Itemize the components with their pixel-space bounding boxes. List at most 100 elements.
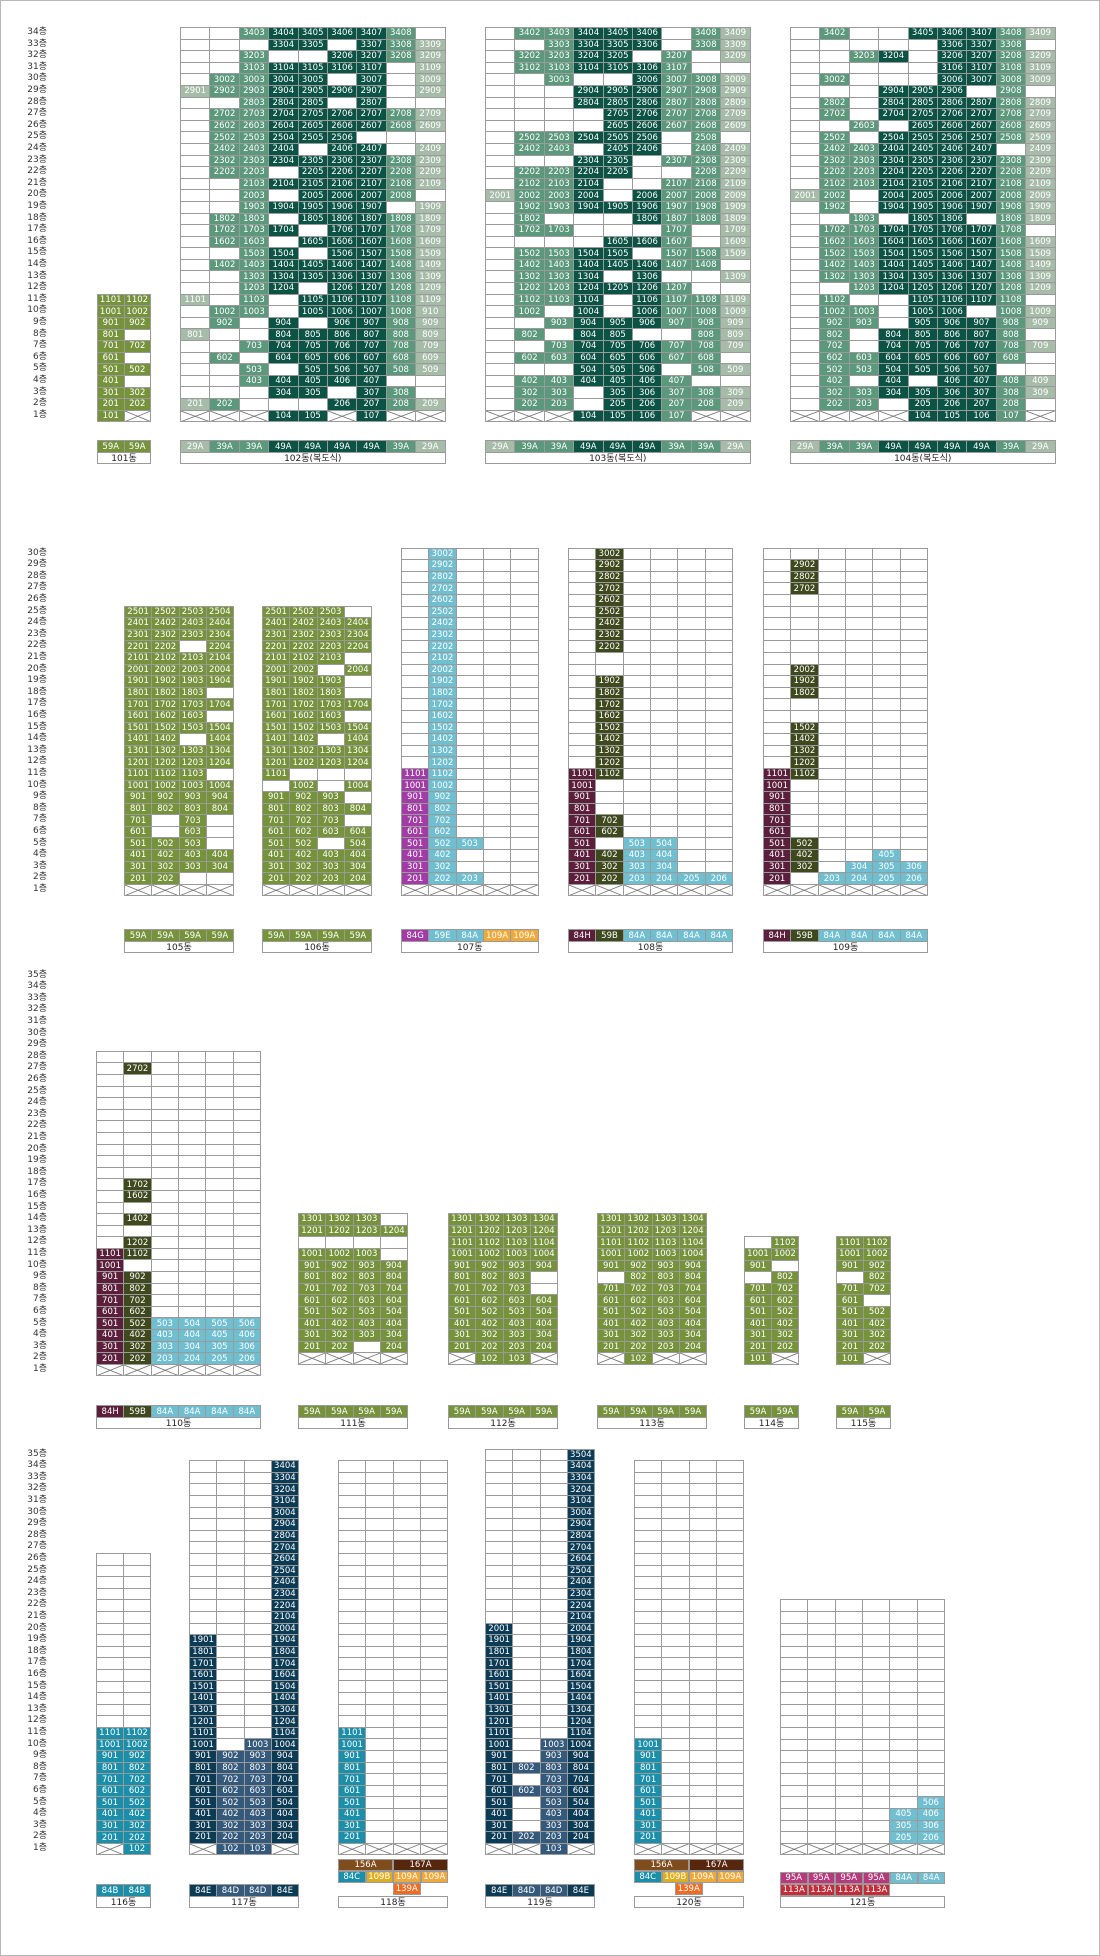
unit-cell: 204 bbox=[678, 1340, 708, 1354]
empty-cell bbox=[512, 1460, 541, 1473]
unit-cell: 401 bbox=[297, 1317, 327, 1331]
empty-cell bbox=[715, 1622, 745, 1636]
unit-cell: 402 bbox=[771, 1317, 799, 1331]
empty-cell bbox=[352, 1340, 381, 1354]
empty-cell bbox=[790, 651, 819, 665]
empty-cell bbox=[482, 559, 512, 572]
empty-cell bbox=[704, 814, 734, 827]
unit-cell: 602 bbox=[216, 1784, 245, 1798]
unit-cell: 3003 bbox=[543, 73, 575, 86]
unit-cell: 803 bbox=[502, 1271, 531, 1284]
unit-cell: 2103 bbox=[178, 651, 207, 665]
unit-cell: 603 bbox=[848, 351, 880, 365]
empty-cell bbox=[995, 142, 1027, 156]
empty-cell bbox=[392, 1587, 421, 1601]
empty-cell bbox=[677, 779, 706, 793]
empty-cell bbox=[179, 131, 211, 144]
empty-cell bbox=[690, 270, 722, 284]
unit-cell: 1707 bbox=[661, 224, 692, 237]
empty-cell bbox=[96, 1622, 124, 1636]
empty-cell bbox=[539, 1518, 568, 1531]
empty-cell bbox=[779, 1680, 809, 1694]
floor-label: 4층 bbox=[32, 375, 47, 385]
unit-cell: 504 bbox=[270, 1796, 300, 1809]
empty-cell bbox=[209, 328, 240, 342]
unit-cell: 202 bbox=[209, 398, 240, 411]
empty-cell bbox=[631, 224, 663, 237]
unit-cell: 604 bbox=[878, 351, 909, 365]
unit-cell: 3405 bbox=[602, 27, 633, 40]
empty-cell bbox=[455, 814, 484, 827]
pilotis-cell bbox=[379, 1352, 409, 1365]
empty-cell bbox=[243, 1506, 272, 1520]
unit-cell: 2205 bbox=[907, 166, 938, 179]
empty-cell bbox=[419, 1715, 449, 1728]
unit-type-legend: 84E 84D 84D 84E bbox=[484, 1884, 596, 1898]
empty-cell bbox=[819, 84, 850, 98]
unit-cell: 1904 bbox=[205, 675, 235, 688]
unit-type-chip: 113A bbox=[835, 1884, 863, 1896]
empty-cell bbox=[649, 779, 679, 793]
unit-cell: 1501 bbox=[484, 1680, 514, 1694]
empty-cell bbox=[484, 328, 516, 342]
empty-cell bbox=[720, 131, 751, 144]
unit-cell: 504 bbox=[878, 363, 909, 376]
empty-cell bbox=[179, 374, 211, 388]
unit-cell: 1303 bbox=[848, 270, 880, 284]
unit-cell: 908 bbox=[995, 316, 1027, 330]
unit-cell: 302 bbox=[475, 1329, 504, 1342]
empty-cell bbox=[762, 547, 792, 561]
unit-cell: 2304 bbox=[205, 628, 235, 642]
empty-cell bbox=[482, 593, 512, 607]
unit-cell: 404 bbox=[205, 849, 235, 862]
empty-cell bbox=[512, 1738, 541, 1752]
unit-cell: 501 bbox=[762, 837, 792, 851]
empty-cell bbox=[872, 663, 901, 677]
empty-cell bbox=[573, 224, 604, 237]
empty-cell bbox=[677, 675, 706, 688]
unit-cell: 1405 bbox=[602, 258, 633, 272]
unit-cell: 2309 bbox=[720, 154, 751, 168]
unit-cell: 1202 bbox=[514, 282, 545, 295]
empty-cell bbox=[848, 328, 880, 342]
empty-cell bbox=[844, 802, 874, 816]
unit-cell: 2504 bbox=[573, 131, 604, 144]
unit-cell: 909 bbox=[415, 316, 446, 330]
unit-cell: 507 bbox=[356, 363, 387, 376]
unit-cell: 1302 bbox=[475, 1213, 504, 1226]
unit-cell: 2504 bbox=[566, 1564, 596, 1578]
empty-cell bbox=[365, 1460, 394, 1473]
empty-cell bbox=[365, 1587, 394, 1601]
empty-cell bbox=[715, 1564, 745, 1578]
empty-cell bbox=[482, 686, 512, 700]
empty-cell bbox=[844, 675, 874, 688]
empty-cell bbox=[720, 61, 751, 75]
empty-cell bbox=[385, 374, 417, 388]
unit-cell: 702 bbox=[624, 1282, 653, 1296]
floor-label: 6층 bbox=[32, 1306, 47, 1316]
empty-cell bbox=[573, 119, 604, 133]
empty-cell bbox=[677, 617, 706, 630]
unit-cell: 1901 bbox=[188, 1634, 218, 1647]
unit-type-chip: 59A bbox=[325, 1405, 354, 1419]
unit-cell: 1706 bbox=[326, 224, 358, 237]
unit-cell: 504 bbox=[573, 363, 604, 376]
pilotis-cell bbox=[916, 1842, 946, 1856]
unit-cell: 902 bbox=[209, 316, 240, 330]
empty-cell bbox=[243, 1645, 272, 1659]
unit-cell: 301 bbox=[447, 1329, 477, 1342]
empty-cell bbox=[392, 1645, 421, 1659]
floor-label: 8층 bbox=[32, 1761, 47, 1772]
unit-type-chip: 109B bbox=[365, 1871, 393, 1883]
floor-label: 10층 bbox=[27, 1738, 47, 1749]
empty-cell bbox=[817, 744, 846, 758]
unit-cell: 2504 bbox=[205, 605, 235, 619]
unit-cell: 302 bbox=[819, 386, 850, 399]
empty-cell bbox=[861, 1611, 891, 1624]
unit-type-chip: 59A bbox=[205, 929, 235, 943]
pilotis-cell bbox=[661, 1842, 690, 1856]
unit-cell: 1102 bbox=[123, 293, 151, 307]
empty-cell bbox=[484, 131, 516, 144]
empty-cell bbox=[484, 154, 516, 168]
pilotis-cell bbox=[205, 1363, 234, 1377]
